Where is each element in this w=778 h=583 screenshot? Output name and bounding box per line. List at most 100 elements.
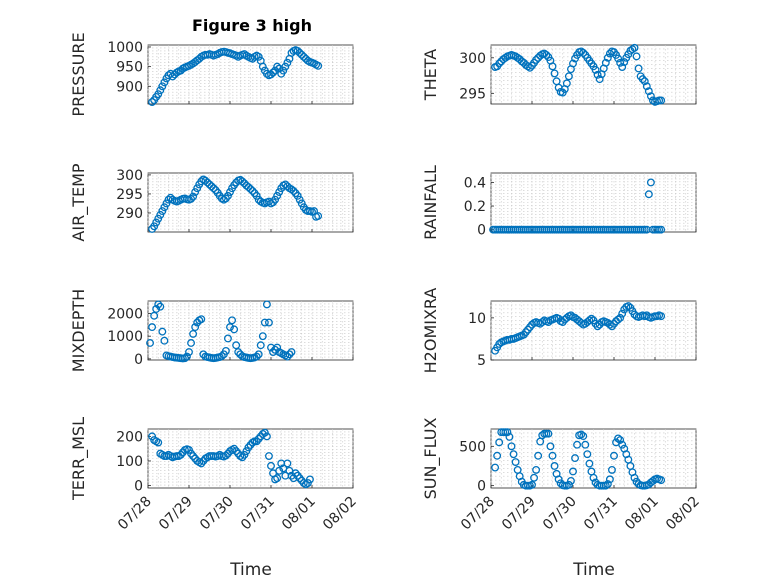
data-point bbox=[248, 186, 257, 195]
x-tick-label: 07/30 bbox=[540, 494, 580, 534]
y-tick-label: 0 bbox=[477, 223, 486, 239]
data-point bbox=[640, 77, 649, 86]
y-tick-label: 0 bbox=[134, 352, 143, 368]
data-point bbox=[260, 318, 269, 327]
data-point bbox=[187, 339, 195, 347]
data-point bbox=[585, 459, 594, 468]
data-point bbox=[273, 474, 282, 483]
y-tick-label: 0 bbox=[134, 479, 143, 495]
data-point bbox=[154, 214, 163, 223]
data-point bbox=[154, 90, 163, 99]
data-point bbox=[548, 451, 557, 460]
data-point bbox=[569, 467, 577, 476]
data-point bbox=[548, 62, 557, 71]
data-series bbox=[148, 175, 323, 233]
data-point bbox=[501, 53, 510, 62]
data-point bbox=[614, 54, 623, 63]
data-point bbox=[168, 72, 177, 81]
data-point bbox=[275, 466, 284, 475]
panel-2: 295 300 THETA bbox=[421, 43, 697, 106]
panel-4: 0 0.2 0.4 RAINFALL bbox=[421, 165, 697, 240]
x-tick-label: 08/01 bbox=[279, 494, 319, 534]
data-point bbox=[593, 70, 602, 79]
data-point bbox=[246, 185, 255, 193]
data-point bbox=[265, 318, 273, 327]
data-point bbox=[285, 350, 294, 359]
data-point bbox=[495, 340, 504, 348]
data-point bbox=[603, 53, 612, 62]
y-axis-label: TERR_MSL bbox=[69, 417, 89, 501]
data-point bbox=[644, 87, 653, 96]
data-point bbox=[618, 309, 627, 318]
data-point bbox=[189, 329, 198, 338]
data-point bbox=[160, 78, 169, 87]
data-point bbox=[185, 348, 193, 357]
y-tick-label: 1000 bbox=[107, 40, 143, 56]
y-axis-label: MIXDEPTH bbox=[69, 289, 88, 372]
data-point bbox=[571, 454, 579, 463]
data-point bbox=[314, 212, 323, 220]
data-point bbox=[238, 177, 247, 186]
y-axis-label: RAINFALL bbox=[421, 165, 440, 240]
panel-8: 0 500 07/28 07/29 07/30 07/31 08/01 08/02 SUN_FL… bbox=[421, 418, 703, 534]
data-point bbox=[616, 313, 625, 322]
data-point bbox=[187, 194, 195, 203]
data-point bbox=[158, 82, 167, 91]
data-point bbox=[283, 459, 292, 468]
data-point bbox=[279, 66, 288, 75]
data-point bbox=[283, 58, 292, 67]
data-point bbox=[562, 79, 571, 88]
data-point bbox=[605, 475, 614, 484]
data-point bbox=[191, 323, 200, 332]
data-point bbox=[624, 302, 633, 311]
data-point bbox=[226, 188, 234, 196]
data-point bbox=[152, 218, 161, 227]
x-tick-label: 07/28 bbox=[458, 494, 498, 534]
y-tick-label: 290 bbox=[116, 206, 143, 222]
data-point bbox=[254, 52, 263, 61]
x-axis-label-right: Time bbox=[572, 560, 615, 580]
data-point bbox=[503, 428, 512, 437]
y-tick-label: 200 bbox=[116, 429, 143, 445]
data-point bbox=[601, 58, 610, 67]
data-point bbox=[273, 343, 282, 352]
data-series bbox=[148, 428, 314, 489]
y-tick-label: 950 bbox=[116, 60, 143, 76]
data-point bbox=[630, 473, 639, 482]
data-point bbox=[573, 440, 582, 449]
data-point bbox=[252, 352, 261, 361]
data-point bbox=[544, 318, 553, 327]
data-point bbox=[507, 442, 516, 451]
data-point bbox=[258, 332, 267, 341]
data-point bbox=[581, 440, 590, 449]
data-point bbox=[160, 336, 169, 345]
panel-6: 5 10 H2OMIXRA bbox=[421, 288, 697, 373]
y-tick-label: 0.2 bbox=[464, 199, 486, 215]
data-point bbox=[226, 323, 234, 332]
data-series bbox=[491, 428, 666, 490]
data-point bbox=[306, 475, 314, 484]
data-point bbox=[150, 222, 159, 231]
data-point bbox=[256, 341, 265, 350]
data-point bbox=[610, 451, 618, 460]
y-tick-label: 900 bbox=[116, 79, 143, 95]
data-point bbox=[156, 86, 165, 95]
x-tick-label: 08/02 bbox=[663, 494, 703, 534]
data-series bbox=[491, 302, 666, 355]
y-tick-label: 5 bbox=[477, 353, 486, 369]
y-axis-label: PRESSURE bbox=[69, 32, 88, 116]
data-point bbox=[544, 429, 553, 438]
data-point bbox=[567, 476, 575, 485]
data-point bbox=[271, 195, 280, 204]
x-tick-label: 07/28 bbox=[115, 494, 155, 534]
data-point bbox=[644, 190, 653, 199]
data-point bbox=[605, 320, 614, 329]
data-point bbox=[234, 348, 243, 357]
data-point bbox=[550, 462, 559, 470]
data-point bbox=[646, 92, 655, 101]
data-point bbox=[254, 350, 263, 359]
data-point bbox=[495, 59, 504, 68]
data-point bbox=[546, 442, 555, 451]
data-point bbox=[228, 316, 236, 325]
data-point bbox=[618, 63, 627, 71]
